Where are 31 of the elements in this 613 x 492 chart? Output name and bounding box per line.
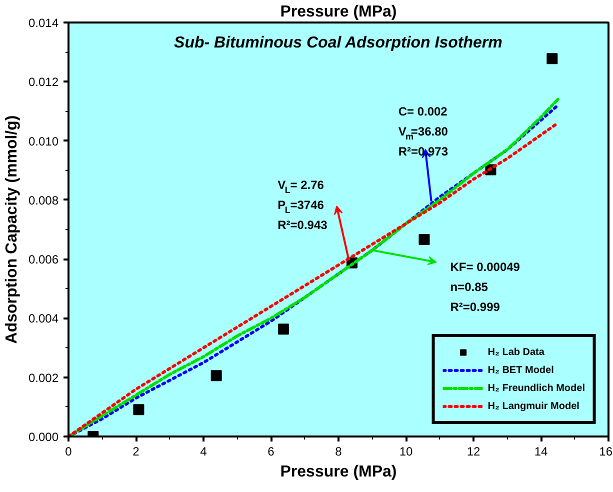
text: Sub- Bituminous Coal Adsorption Isotherm: [174, 34, 502, 52]
legend-label: H₂ Langmuir Model: [488, 400, 580, 413]
x-tick-label: 8: [335, 444, 342, 458]
x-tick-label: 14: [534, 444, 548, 458]
x-tick-label: 10: [399, 444, 413, 458]
y-tick-label: 0.012: [28, 75, 59, 90]
y-tick-label: 0.006: [28, 252, 59, 267]
x-tick-label: 12: [466, 444, 480, 458]
legend-label: H₂ Lab Data: [488, 346, 544, 359]
x-tick-label: 4: [200, 444, 208, 458]
y-tick-label: 0.008: [28, 193, 59, 208]
annotation: KF= 0.00049 n=0.85 R²=0.999: [450, 260, 520, 314]
point: [278, 324, 289, 335]
point: [210, 370, 222, 382]
x-tick-label: 0: [65, 444, 72, 458]
y-tick-label: 0.010: [28, 134, 59, 148]
x-tick-label: 2: [132, 444, 140, 458]
legend-label: H₂ BET Model: [488, 364, 554, 377]
y-axis-title: Adsorption Capacity (mmol/g): [3, 115, 20, 344]
point: [418, 234, 430, 246]
x-tick-label: 16: [599, 444, 613, 458]
y-tick-label: 0.002: [28, 370, 59, 385]
x-axis-title: Pressure (MPa): [280, 464, 397, 480]
y-tick-label: 0.014: [28, 16, 59, 30]
legend-label: H₂ Freundlich Model: [488, 382, 585, 395]
y-tick-label: 0.000: [28, 430, 59, 444]
y-tick-label: 0.004: [28, 312, 59, 326]
x2-axis-title: Pressure (MPa): [280, 4, 397, 20]
point: [133, 404, 144, 416]
x-tick-label: 6: [268, 444, 275, 458]
point: [546, 53, 558, 64]
